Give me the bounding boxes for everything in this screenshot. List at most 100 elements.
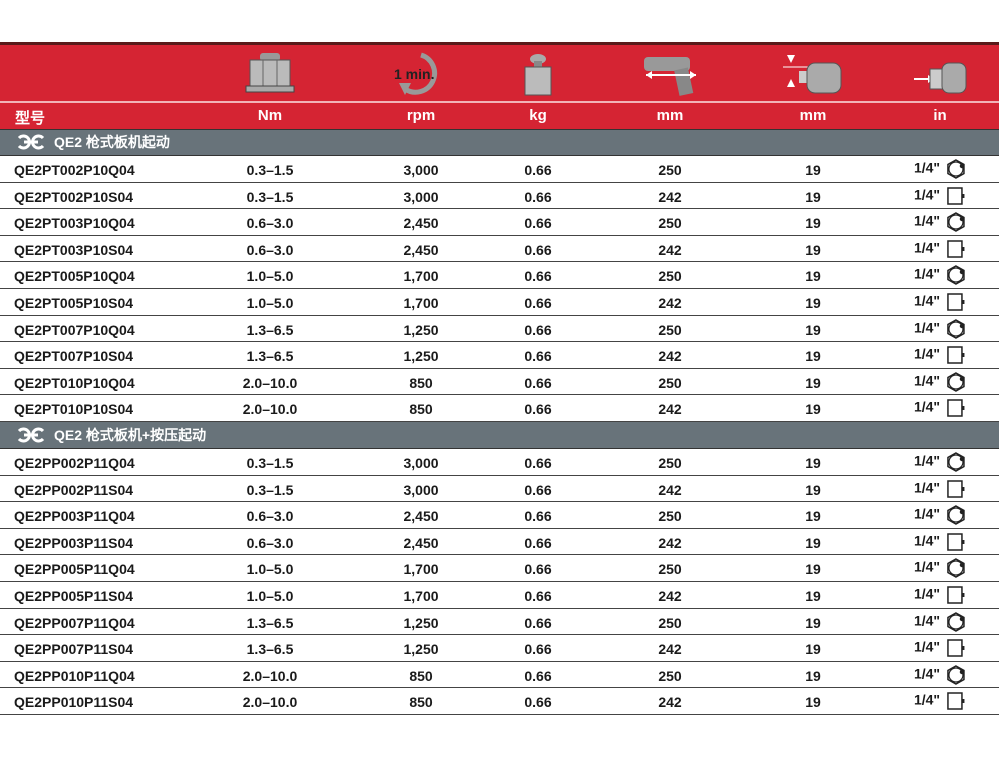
center-distance-cell: 19 (805, 561, 821, 578)
length-cell: 250 (658, 268, 682, 285)
speed-cell: 1,700 (403, 561, 439, 578)
table-header: 1 min. 型号 Nm rpm kg mm mm in (0, 42, 999, 130)
torque-cell: 1.0–5.0 (246, 268, 294, 285)
torque-cell: 0.6–3.0 (246, 534, 294, 551)
model-header: 型号 (14, 110, 46, 127)
table-row: QE2PT002P10S04 0.3–1.5 3,000 0.66 242 19 1/4" (0, 183, 999, 210)
hex-shank-icon (947, 611, 965, 632)
weight-cell: 0.66 (524, 561, 552, 578)
weight-cell: 0.66 (524, 321, 552, 338)
drive-cell: 1/4" (914, 186, 966, 206)
spec-table: 1 min. 型号 Nm rpm kg mm mm in QE2 枪式板机起动 Q… (0, 42, 999, 715)
table-row: QE2PT002P10Q04 0.3–1.5 3,000 0.66 250 19 1/4" (0, 156, 999, 183)
length-cell: 242 (658, 294, 682, 311)
weight-cell: 0.66 (524, 188, 552, 205)
pistol-trigger-icon (17, 427, 45, 443)
drive-cell: 1/4" (913, 664, 966, 685)
model-cell: QE2PT003P10Q04 (14, 215, 135, 232)
drive-size: 1/4" (913, 638, 941, 655)
speed-cell: 1,700 (403, 268, 439, 285)
table-row: QE2PP007P11Q04 1.3–6.5 1,250 0.66 250 19 1/4" (0, 609, 999, 636)
torque-cell: 2.0–10.0 (242, 694, 298, 711)
speed-cell: 1,700 (403, 294, 439, 311)
length-cell: 250 (658, 374, 682, 391)
table-row: QE2PP005P11Q04 1.0–5.0 1,700 0.66 250 19 1/4" (0, 555, 999, 582)
drive-size: 1/4" (913, 559, 941, 576)
hex-shank-icon (947, 505, 965, 525)
table-row: QE2PT010P10S04 2.0–10.0 850 0.66 242 19 1/4" (0, 395, 999, 422)
model-cell: QE2PT002P10S04 (14, 188, 134, 205)
hex-shank-icon (947, 664, 965, 685)
table-row: QE2PP005P11S04 1.0–5.0 1,700 0.66 242 19 1/4" (0, 582, 999, 609)
torque-cell: 0.6–3.0 (246, 241, 294, 258)
torque-cell: 1.3–6.5 (246, 614, 294, 631)
weight-cell: 0.66 (524, 667, 552, 684)
center-distance-cell: 19 (805, 694, 821, 711)
torque-cell: 2.0–10.0 (242, 401, 298, 418)
speed-unit: rpm (406, 107, 436, 124)
weight-cell: 0.66 (524, 694, 552, 711)
center-distance-cell: 19 (805, 587, 821, 604)
drive-size: 1/4" (913, 665, 941, 682)
section-header: QE2 枪式板机+按压起动 (0, 421, 999, 449)
drive-size: 1/4" (913, 159, 941, 176)
section-header: QE2 枪式板机起动 (0, 129, 999, 156)
table-row: QE2PP002P11Q04 0.3–1.5 3,000 0.66 250 19 1/4" (0, 449, 999, 476)
header-icon-row: 1 min. (0, 45, 999, 103)
center-distance-cell: 19 (805, 481, 821, 498)
drive-size: 1/4" (913, 399, 941, 416)
section-title: QE2 枪式板机起动 (54, 134, 170, 150)
drive-cell: 1/4" (913, 558, 966, 579)
length-cell: 250 (658, 667, 682, 684)
length-cell: 242 (658, 694, 682, 711)
length-unit: mm (656, 107, 684, 124)
table-row: QE2PT003P10S04 0.6–3.0 2,450 0.66 242 19 1/4" (0, 236, 999, 263)
square-shank-icon (947, 346, 965, 364)
speed-cell: 3,000 (403, 162, 439, 178)
header-unit-row: 型号 Nm rpm kg mm mm in (0, 103, 999, 130)
length-cell: 242 (658, 401, 682, 418)
weight-cell: 0.66 (524, 241, 552, 258)
weight-cell: 0.66 (524, 401, 552, 418)
length-cell: 250 (658, 508, 682, 525)
torque-cell: 0.3–1.5 (246, 454, 294, 471)
hex-shank-icon (947, 212, 965, 233)
drive-cell: 1/4" (914, 371, 966, 392)
center-distance-cell: 19 (805, 215, 821, 232)
table-row: QE2PP003P11S04 0.6–3.0 2,450 0.66 242 19 1/4" (0, 529, 999, 556)
drive-size: 1/4" (913, 532, 941, 549)
center-distance-cell: 19 (805, 508, 821, 525)
square-shank-icon (947, 692, 965, 711)
model-cell: QE2PP005P11Q04 (14, 561, 135, 578)
speed-cell: 3,000 (403, 188, 439, 205)
drive-cell: 1/4" (914, 479, 966, 499)
square-shank-icon (947, 479, 965, 498)
weight-cell: 0.66 (524, 374, 552, 391)
drive-cell: 1/4" (914, 398, 966, 418)
speed-cell: 1,250 (403, 321, 439, 338)
model-cell: QE2PT010P10Q04 (14, 374, 135, 391)
center-distance-cell: 19 (805, 614, 821, 631)
drive-cell: 1/4" (914, 239, 966, 259)
speed-cell: 2,450 (403, 215, 439, 232)
hex-shank-icon (947, 558, 965, 579)
hex-shank-icon (947, 371, 965, 392)
model-cell: QE2PT003P10S04 (14, 241, 134, 258)
drive-size: 1/4" (913, 612, 941, 629)
length-cell: 250 (658, 561, 682, 578)
drive-size: 1/4" (913, 266, 941, 283)
square-shank-icon (947, 293, 965, 311)
torque-cell: 1.0–5.0 (246, 561, 294, 578)
drive-cell: 1/4" (914, 318, 966, 339)
speed-cell: 1,250 (403, 641, 439, 658)
table-row: QE2PP010P11S04 2.0–10.0 850 0.66 242 19 1/4" (0, 688, 999, 715)
drive-cell: 1/4" (914, 345, 966, 365)
length-cell: 242 (658, 348, 682, 365)
drive-cell: 1/4" (914, 638, 966, 658)
center-distance-cell: 19 (805, 241, 821, 258)
speed-cell: 3,000 (403, 481, 439, 498)
model-cell: QE2PP003P11S04 (14, 534, 134, 551)
torque-nut-icon (245, 53, 295, 93)
drive-size: 1/4" (913, 186, 941, 203)
model-cell: QE2PT002P10Q04 (14, 162, 135, 178)
